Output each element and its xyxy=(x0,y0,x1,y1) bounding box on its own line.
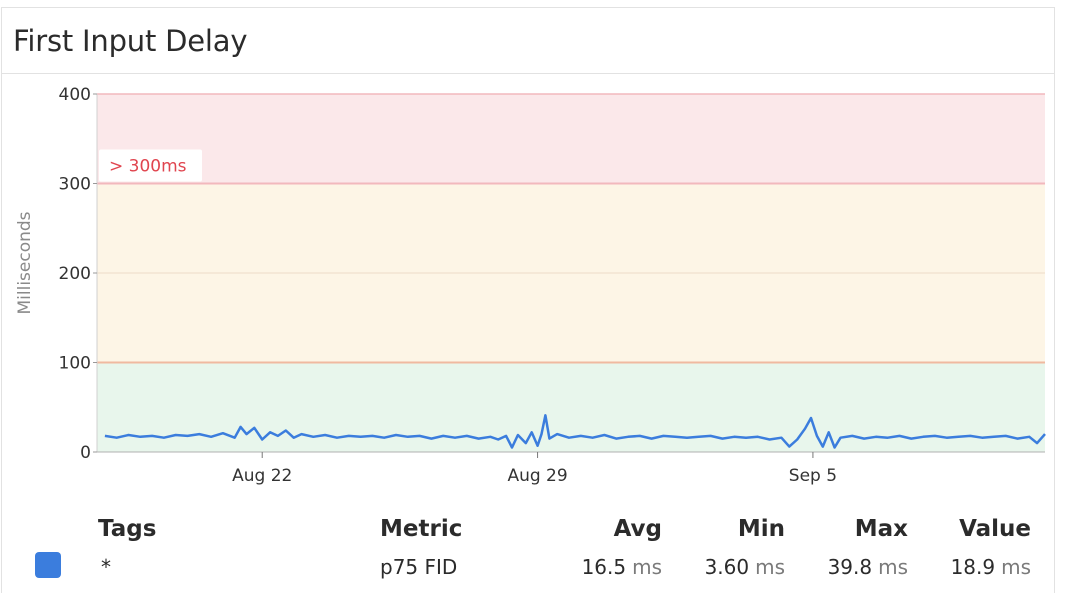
fid-line-chart[interactable]: 0 100 200 300 400 Milliseconds Aug 22 Aug 29 Sep… xyxy=(2,74,1056,494)
max-unit: ms xyxy=(878,555,908,579)
y-tick-label-0: 0 xyxy=(80,443,91,463)
max-value: 39.8 xyxy=(827,555,873,579)
threshold-label: > 300ms xyxy=(109,157,187,177)
x-tick-label-0: Aug 22 xyxy=(232,466,292,486)
series-color-swatch xyxy=(35,552,61,578)
threshold-band-2 xyxy=(97,94,1045,184)
x-tick-label-1: Aug 29 xyxy=(507,466,567,486)
current-value: 18.9 xyxy=(950,555,996,579)
max-cell: 39.8 ms xyxy=(788,555,908,579)
tags-header[interactable]: Tags xyxy=(98,516,157,542)
fid-widget: First Input Delay 0 100 200 300 400 Milliseco… xyxy=(1,7,1055,593)
metric-header[interactable]: Metric xyxy=(380,516,463,542)
y-axis-label: Milliseconds xyxy=(15,211,35,314)
avg-value: 16.5 xyxy=(581,555,627,579)
min-header[interactable]: Min xyxy=(737,516,785,542)
y-tick-label-100: 100 xyxy=(59,354,91,374)
series-line-0 xyxy=(104,414,1046,449)
threshold-label-bg xyxy=(99,149,202,182)
value-cell: 18.9 ms xyxy=(911,555,1031,579)
avg-unit: ms xyxy=(632,555,662,579)
value-unit: ms xyxy=(1001,555,1031,579)
min-value: 3.60 xyxy=(704,555,750,579)
value-header[interactable]: Value xyxy=(959,516,1031,542)
x-tick-label-2: Sep 5 xyxy=(789,466,837,486)
min-cell: 3.60 ms xyxy=(665,555,785,579)
y-tick-label-200: 200 xyxy=(59,264,91,284)
tag-cell: * xyxy=(101,555,111,579)
widget-title: First Input Delay xyxy=(13,23,248,58)
widget-header: First Input Delay xyxy=(2,8,1054,74)
legend-table: Tags Metric Avg Min Max Value * p75 FID … xyxy=(2,503,1056,593)
min-unit: ms xyxy=(755,555,785,579)
avg-header[interactable]: Avg xyxy=(613,516,662,542)
max-header[interactable]: Max xyxy=(854,516,908,542)
avg-cell: 16.5 ms xyxy=(542,555,662,579)
y-tick-label-400: 400 xyxy=(59,85,91,105)
y-tick-label-300: 300 xyxy=(59,175,91,195)
metric-cell: p75 FID xyxy=(380,555,458,579)
